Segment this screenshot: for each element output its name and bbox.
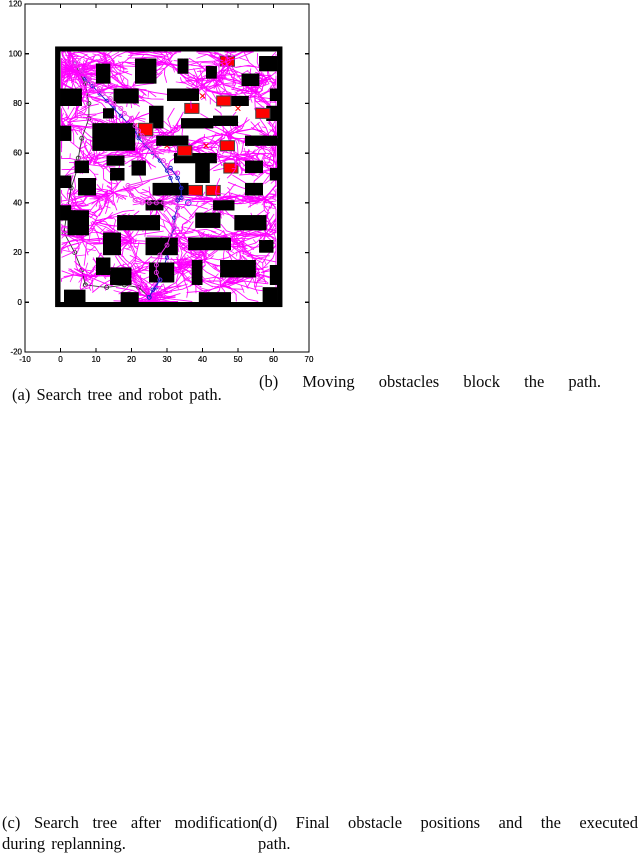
svg-text:0: 0 xyxy=(58,355,63,364)
svg-text:60: 60 xyxy=(13,149,22,158)
svg-text:50: 50 xyxy=(234,355,243,364)
svg-text:60: 60 xyxy=(269,355,278,364)
svg-text:-10: -10 xyxy=(19,355,31,364)
svg-text:-10: -10 xyxy=(19,355,31,364)
svg-text:60: 60 xyxy=(13,149,22,158)
svg-text:40: 40 xyxy=(13,198,22,207)
svg-text:0: 0 xyxy=(18,298,23,307)
svg-text:30: 30 xyxy=(163,355,172,364)
svg-text:70: 70 xyxy=(305,355,314,364)
svg-text:20: 20 xyxy=(13,248,22,257)
svg-text:-20: -20 xyxy=(10,348,22,357)
svg-text:50: 50 xyxy=(234,355,243,364)
svg-text:80: 80 xyxy=(13,99,22,108)
svg-text:-10: -10 xyxy=(19,355,31,364)
subfigure-a-caption: (a) Search tree and robot path. xyxy=(12,385,222,404)
svg-text:20: 20 xyxy=(127,355,136,364)
svg-text:20: 20 xyxy=(127,355,136,364)
svg-text:0: 0 xyxy=(58,355,63,364)
svg-text:30: 30 xyxy=(163,355,172,364)
svg-text:60: 60 xyxy=(269,355,278,364)
svg-text:10: 10 xyxy=(92,355,101,364)
svg-text:40: 40 xyxy=(13,198,22,207)
svg-text:50: 50 xyxy=(234,355,243,364)
svg-text:20: 20 xyxy=(13,248,22,257)
svg-text:70: 70 xyxy=(305,355,314,364)
subfigure-b-caption: (b) Moving obstacles block the path. xyxy=(259,372,601,391)
svg-text:30: 30 xyxy=(163,355,172,364)
svg-text:100: 100 xyxy=(9,49,23,58)
svg-text:0: 0 xyxy=(18,298,23,307)
svg-text:120: 120 xyxy=(9,0,23,9)
svg-text:40: 40 xyxy=(13,198,22,207)
svg-text:10: 10 xyxy=(92,355,101,364)
svg-text:70: 70 xyxy=(305,355,314,364)
svg-text:-20: -20 xyxy=(10,348,22,357)
svg-text:120: 120 xyxy=(9,0,23,9)
svg-text:40: 40 xyxy=(198,355,207,364)
svg-text:120: 120 xyxy=(9,0,23,9)
svg-text:-20: -20 xyxy=(10,348,22,357)
svg-text:60: 60 xyxy=(269,355,278,364)
subfigure-d-caption: (d) Final obstacle positions and the exe… xyxy=(258,813,638,853)
svg-text:50: 50 xyxy=(234,355,243,364)
svg-text:100: 100 xyxy=(9,49,23,58)
svg-text:0: 0 xyxy=(58,355,63,364)
svg-text:40: 40 xyxy=(198,355,207,364)
svg-text:20: 20 xyxy=(13,248,22,257)
svg-text:60: 60 xyxy=(13,149,22,158)
svg-text:60: 60 xyxy=(13,149,22,158)
svg-text:0: 0 xyxy=(18,298,23,307)
svg-text:40: 40 xyxy=(198,355,207,364)
subfigure-c-caption: (c) Search tree after modification durin… xyxy=(2,813,259,853)
subfigure-d-plot: -10 0 10 20 30 40 50 60 70 -20 0 20 40 60 80 100 120 xyxy=(9,0,314,364)
svg-text:20: 20 xyxy=(127,355,136,364)
svg-text:80: 80 xyxy=(13,99,22,108)
svg-text:70: 70 xyxy=(305,355,314,364)
svg-text:0: 0 xyxy=(58,355,63,364)
svg-text:-20: -20 xyxy=(10,348,22,357)
svg-text:-10: -10 xyxy=(19,355,31,364)
svg-text:80: 80 xyxy=(13,99,22,108)
svg-text:100: 100 xyxy=(9,49,23,58)
svg-text:40: 40 xyxy=(198,355,207,364)
svg-text:10: 10 xyxy=(92,355,101,364)
svg-text:20: 20 xyxy=(13,248,22,257)
svg-text:0: 0 xyxy=(18,298,23,307)
svg-text:40: 40 xyxy=(13,198,22,207)
svg-text:10: 10 xyxy=(92,355,101,364)
svg-text:100: 100 xyxy=(9,49,23,58)
svg-text:120: 120 xyxy=(9,0,23,9)
svg-text:60: 60 xyxy=(269,355,278,364)
svg-text:80: 80 xyxy=(13,99,22,108)
svg-text:20: 20 xyxy=(127,355,136,364)
svg-text:30: 30 xyxy=(163,355,172,364)
